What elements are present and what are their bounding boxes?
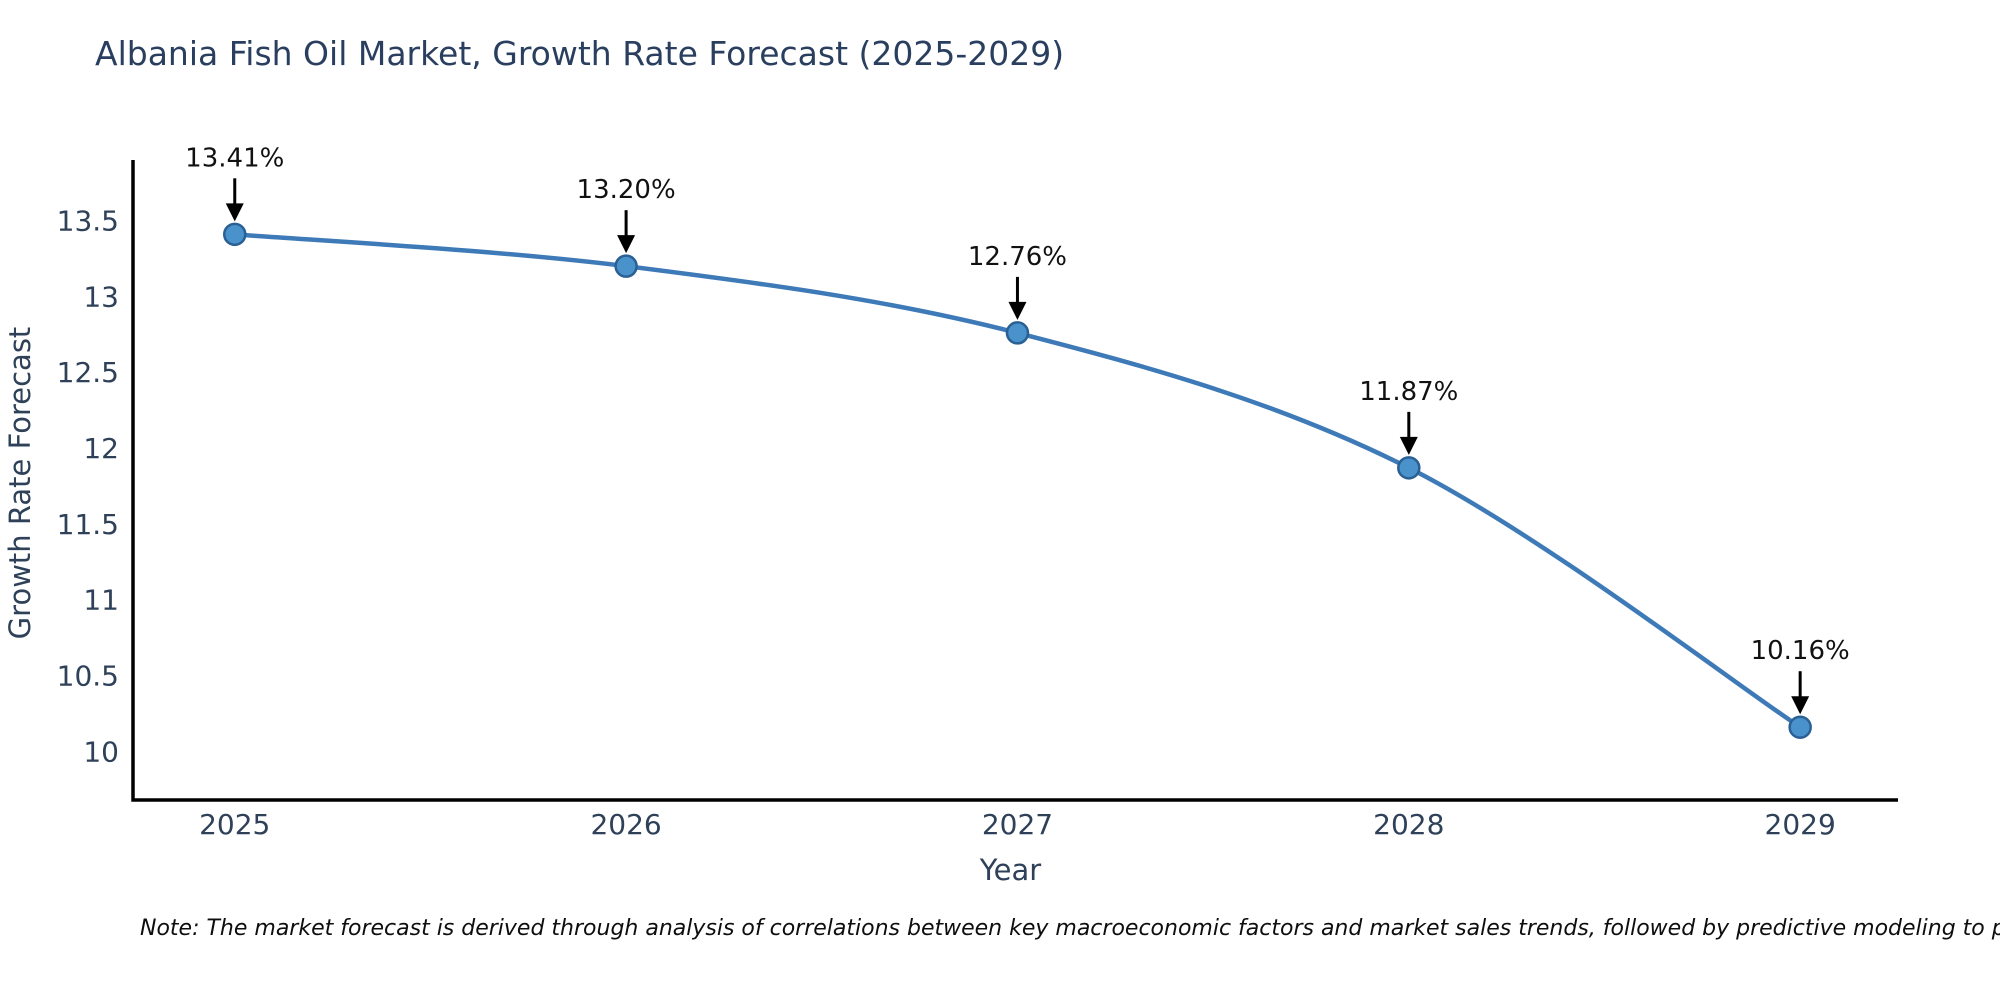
annotation-arrowhead-icon [1008, 301, 1027, 320]
y-tick-label: 12 [83, 432, 119, 465]
y-tick-label: 11.5 [57, 508, 119, 541]
y-tick-label: 11 [83, 584, 119, 617]
x-tick-label: 2026 [590, 808, 661, 841]
y-tick-label: 13.5 [57, 204, 119, 237]
y-axis-title: Growth Rate Forecast [3, 327, 37, 640]
data-point-2029 [1788, 715, 1812, 739]
footnote: Note: The market forecast is derived thr… [140, 916, 2000, 941]
data-point-2027 [1005, 321, 1030, 345]
x-tick-label: 2029 [1765, 808, 1836, 841]
data-label: 11.87% [1359, 377, 1458, 407]
data-label: 10.16% [1751, 636, 1850, 666]
y-tick-label: 10.5 [57, 659, 119, 692]
chart-title: Albania Fish Oil Market, Growth Rate For… [95, 34, 1065, 73]
data-point-2025 [223, 222, 247, 247]
annotation-arrowhead-icon [1791, 696, 1810, 715]
annotation-arrowhead-icon [617, 235, 636, 254]
data-label: 13.20% [577, 175, 676, 205]
axis-lines [131, 160, 1898, 802]
x-tick-label: 2028 [1373, 808, 1444, 841]
data-label: 13.41% [185, 143, 284, 173]
y-tick-label: 10 [83, 735, 119, 768]
annotation-arrowhead-icon [225, 203, 244, 222]
data-label: 12.76% [968, 242, 1067, 272]
line-chart: 13.5 13 12.5 12 11.5 11 10.5 10 2025 2026 2027 2028… [3, 143, 1898, 887]
x-tick-label: 2027 [982, 808, 1053, 841]
data-point-2028 [1397, 456, 1421, 480]
x-axis-title: Year [979, 853, 1041, 887]
x-tick-label: 2025 [199, 808, 270, 841]
y-tick-label: 12.5 [57, 356, 119, 389]
annotation-arrowhead-icon [1399, 436, 1418, 455]
data-point-2026 [614, 254, 638, 278]
y-tick-label: 13 [83, 280, 119, 313]
